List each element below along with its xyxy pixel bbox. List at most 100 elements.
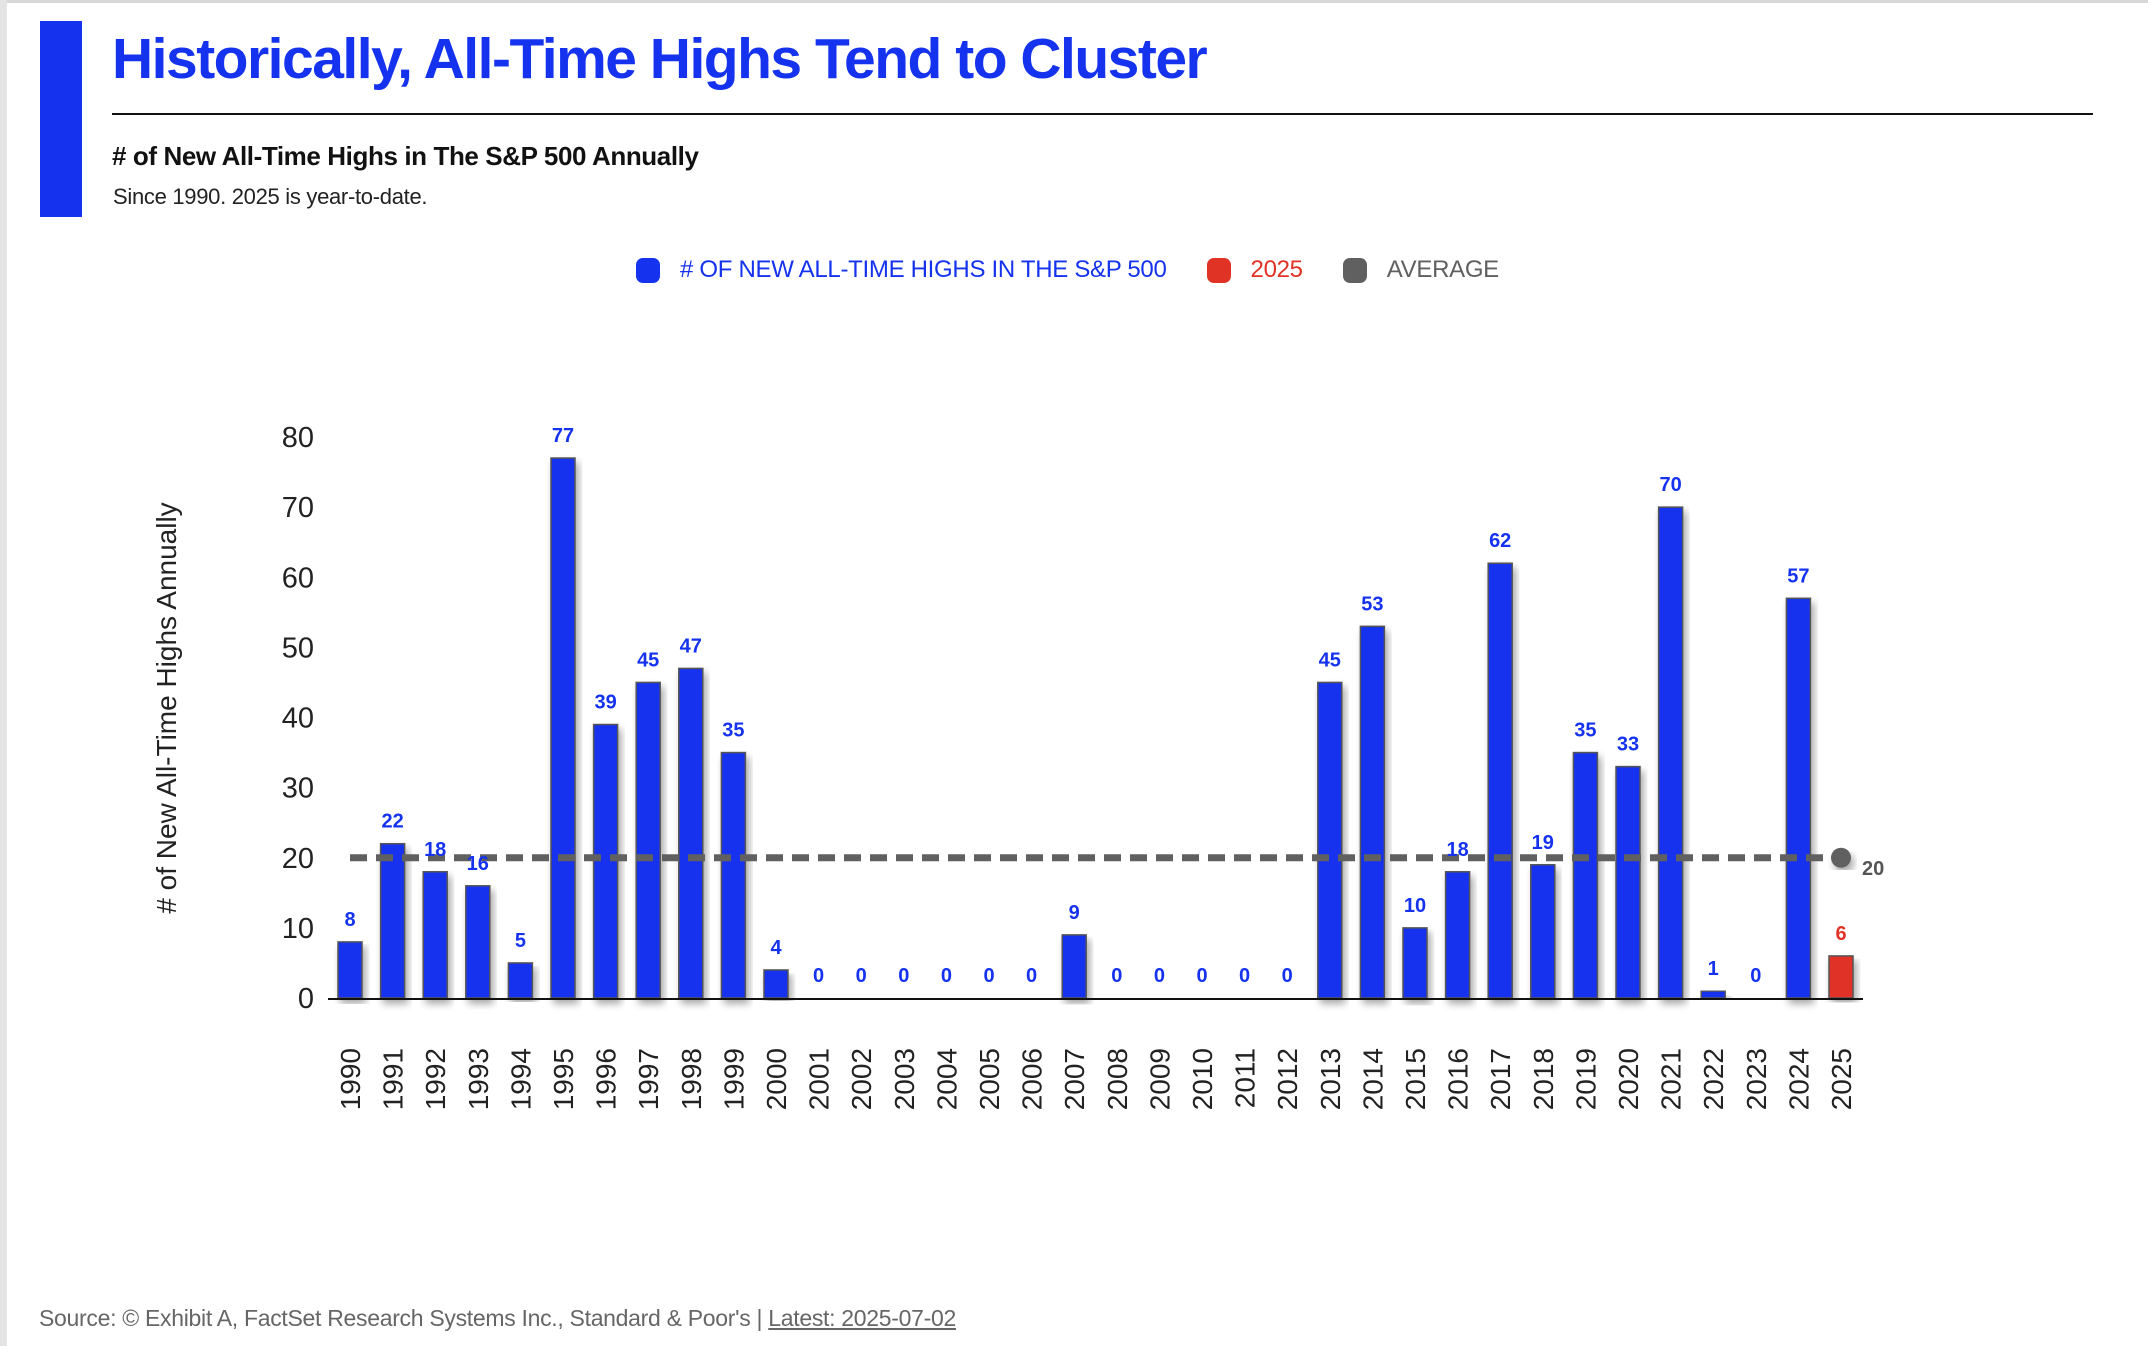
data-label-2019: 35 (1574, 720, 1596, 742)
legend-label-average: AVERAGE (1386, 256, 1499, 283)
x-tick-label: 2025 (1826, 1048, 1857, 1110)
x-tick-label: 2014 (1357, 1048, 1388, 1110)
average-line-group: 20 (350, 847, 1884, 880)
x-tick-label: 1990 (335, 1048, 366, 1110)
data-label-2012: 0 (1282, 965, 1293, 987)
x-tick-label: 2003 (889, 1048, 920, 1110)
x-tick-label: 2018 (1528, 1048, 1559, 1110)
y-axis-ticks: 0 10 20 30 40 50 60 70 80 (282, 422, 314, 1015)
data-label-1999: 35 (722, 720, 744, 742)
y-tick-label: 50 (282, 632, 314, 664)
x-tick-label: 2024 (1783, 1048, 1814, 1110)
data-label-1996: 39 (594, 692, 616, 714)
bar-1990 (337, 941, 363, 999)
page-title: Historically, All-Time Highs Tend to Clu… (112, 27, 1208, 91)
x-tick-label: 2017 (1485, 1048, 1516, 1110)
x-tick-label: 2002 (846, 1048, 877, 1110)
x-tick-label: 1994 (505, 1048, 536, 1110)
bar-2019 (1572, 751, 1599, 999)
data-label-2001: 0 (813, 965, 824, 987)
data-label-2010: 0 (1196, 965, 1207, 987)
x-tick-label: 2020 (1613, 1048, 1644, 1110)
x-tick-label: 2016 (1443, 1048, 1474, 1110)
x-tick-label: 1993 (463, 1048, 494, 1110)
x-tick-label: 2005 (974, 1048, 1005, 1110)
chart-subtitle: # of New All-Time Highs in The S&P 500 A… (112, 141, 699, 171)
window-left-edge (0, 0, 7, 1346)
data-label-2003: 0 (898, 965, 909, 987)
y-tick-label: 70 (282, 492, 314, 524)
bar-1999 (720, 751, 747, 999)
x-tick-label: 1992 (420, 1048, 451, 1110)
data-label-2011: 0 (1239, 965, 1250, 987)
legend-item-2025: 2025 (1206, 256, 1304, 284)
x-tick-label: 2015 (1400, 1048, 1431, 1110)
data-label-1990: 8 (344, 909, 355, 931)
accent-bar (40, 21, 82, 217)
x-tick-label: 1998 (676, 1048, 707, 1110)
bar-1995 (550, 457, 576, 999)
y-tick-label: 60 (282, 562, 314, 594)
legend-label-highs: # OF NEW ALL-TIME HIGHS IN THE S&P 500 (680, 256, 1167, 283)
x-tick-label: 2004 (931, 1048, 962, 1110)
bar-2007 (1061, 934, 1087, 999)
source-footer: Source: © Exhibit A, FactSet Research Sy… (39, 1305, 956, 1332)
data-label-2013: 45 (1319, 649, 1341, 671)
bar-2015 (1402, 927, 1428, 999)
bar-2017 (1487, 562, 1513, 999)
data-label-2005: 0 (983, 965, 994, 987)
x-tick-label: 1999 (718, 1048, 749, 1110)
source-text: Source: © Exhibit A, FactSet Research Sy… (39, 1305, 769, 1331)
data-label-2004: 0 (941, 965, 952, 987)
x-tick-label: 2011 (1230, 1048, 1261, 1108)
x-tick-label: 1991 (378, 1048, 409, 1110)
bar-1991 (379, 842, 406, 999)
bar-2022 (1700, 990, 1726, 999)
data-label-2017: 62 (1489, 530, 1511, 552)
bar-2025 (1828, 955, 1854, 999)
bars (337, 457, 1854, 999)
data-label-2007: 9 (1069, 902, 1080, 924)
x-tick-label: 2021 (1656, 1048, 1687, 1110)
bar-2014 (1359, 625, 1386, 999)
legend-swatch-average (1342, 257, 1367, 283)
x-tick-label: 2009 (1144, 1048, 1175, 1110)
data-label-2022: 1 (1708, 958, 1719, 980)
x-axis-ticks: 1990 1991 1992 1993 1994 1995 1996 1997 1998 1999… (335, 1048, 1857, 1110)
x-tick-label: 2008 (1102, 1048, 1133, 1110)
legend-label-2025: 2025 (1250, 256, 1304, 283)
data-label-2023: 0 (1750, 965, 1761, 987)
x-tick-label: 1996 (591, 1048, 622, 1110)
data-label-1994: 5 (515, 930, 526, 952)
data-label-1993: 16 (467, 853, 489, 875)
data-label-2025: 6 (1835, 923, 1846, 945)
bar-1996 (592, 723, 619, 999)
data-label-1997: 45 (637, 649, 659, 671)
data-label-2018: 19 (1532, 832, 1554, 854)
data-label-1992: 18 (424, 839, 446, 861)
x-tick-label: 2023 (1741, 1048, 1772, 1110)
data-label-2009: 0 (1154, 965, 1165, 987)
chart-legend: # OF NEW ALL-TIME HIGHS IN THE S&P 500 2… (636, 256, 1539, 284)
data-label-2016: 18 (1446, 839, 1468, 861)
legend-item-average: AVERAGE (1342, 256, 1499, 284)
y-tick-label: 20 (282, 843, 314, 875)
x-tick-label: 2010 (1187, 1048, 1218, 1110)
window-top-edge (0, 0, 2148, 3)
data-label-1995: 77 (552, 425, 574, 447)
bar-2020 (1615, 765, 1641, 999)
data-label-2002: 0 (856, 965, 867, 987)
x-tick-label: 2022 (1698, 1048, 1729, 1110)
latest-date-link[interactable]: Latest: 2025-07-02 (768, 1305, 956, 1331)
bar-1993 (465, 885, 491, 999)
title-divider (112, 113, 2093, 115)
data-label-2021: 70 (1659, 474, 1681, 496)
bar-1992 (422, 871, 448, 999)
bar-2024 (1785, 597, 1812, 999)
x-tick-label: 2007 (1059, 1048, 1090, 1110)
bar-2016 (1444, 871, 1471, 999)
legend-swatch-highs (636, 257, 660, 283)
y-tick-label: 40 (282, 703, 314, 735)
